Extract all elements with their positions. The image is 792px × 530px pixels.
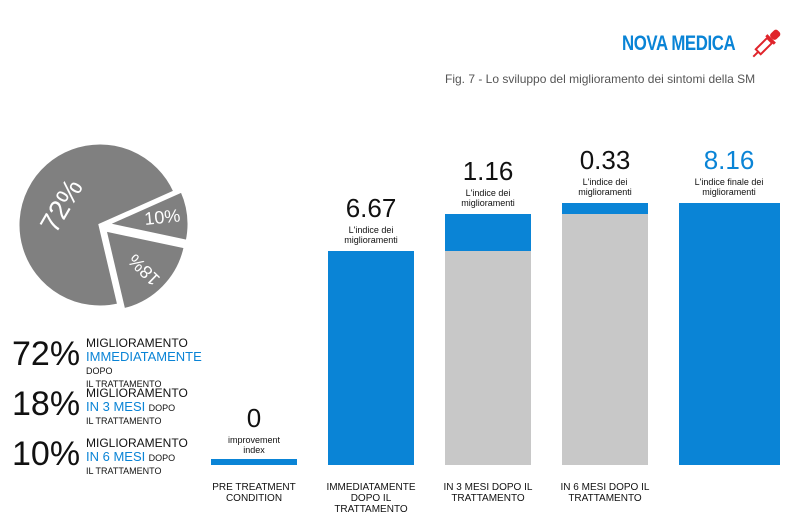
legend-suffix: DOPO: [86, 366, 113, 376]
pie-slice: [103, 227, 187, 312]
legend-line: IN 3 MESI DOPO: [86, 400, 226, 415]
bar: [211, 459, 297, 465]
category-label: IN 6 MESI DOPO IL TRATTAMENTO: [560, 482, 650, 504]
annotation: L'indice dei miglioramenti: [344, 224, 398, 245]
pie-chart: 72%18%10%: [16, 141, 191, 312]
value-label: 8.16: [703, 145, 755, 175]
annotation: L'indice dei miglioramenti: [461, 187, 515, 208]
legend-line: IN 6 MESI DOPO: [86, 450, 226, 465]
legend-value: 72%: [12, 335, 81, 373]
category-label: IMMEDIATAMENTE DOPO IL TRATTAMENTO: [326, 482, 416, 515]
slice-label: 10%: [143, 205, 181, 229]
annotation: L'indice finale dei miglioramenti: [694, 177, 764, 197]
value-label: 1.16: [462, 155, 514, 186]
legend-line: IMMEDIATAMENTE DOPO: [86, 350, 226, 378]
legend-highlight: IMMEDIATAMENTE: [86, 349, 202, 364]
base-bar: [562, 213, 648, 465]
logo: NOVA MEDICA: [622, 32, 736, 55]
logo-icon: [752, 29, 781, 58]
legend-note: IL TRATTAMENTO: [86, 466, 162, 476]
legend-title: MIGLIORAMENTO: [86, 436, 188, 450]
category-label: PRE TREATMENT CONDITION: [212, 482, 296, 504]
value-label: 6.67: [345, 192, 397, 223]
base-bar: [445, 250, 531, 465]
bar: [562, 203, 648, 214]
legend-text: MIGLIORAMENTO IN 3 MESI DOPO IL TRATTAMENT…: [86, 387, 226, 428]
category-label: IN 3 MESI DOPO IL TRATTAMENTO: [443, 482, 533, 504]
legend-note: IL TRATTAMENTO: [86, 416, 162, 426]
legend-text: MIGLIORAMENTO IN 6 MESI DOPO IL TRATTAMENT…: [86, 437, 226, 478]
legend-highlight: IN 3 MESI: [86, 399, 146, 414]
pie-slice: [16, 141, 177, 309]
bar: [445, 213, 531, 251]
legend-note: IL TRATTAMENTO: [86, 379, 162, 389]
legend-highlight: IN 6 MESI: [86, 449, 146, 464]
value-label: 0: [246, 403, 262, 433]
annotation: improvement index: [227, 435, 281, 455]
legend-title: MIGLIORAMENTO: [86, 386, 188, 400]
annotation: L'indice dei miglioramenti: [578, 177, 632, 197]
legend-suffix: DOPO: [148, 403, 176, 413]
caption: Fig. 7 - Lo sviluppo del miglioramento d…: [445, 72, 756, 86]
legend-suffix: DOPO: [148, 453, 176, 463]
bar: [679, 203, 780, 465]
legend-value: 10%: [12, 435, 81, 473]
bar: [328, 250, 414, 465]
legend-title: MIGLIORAMENTO: [86, 336, 188, 350]
legend-value: 18%: [12, 385, 81, 423]
value-label: 0.33: [579, 145, 631, 175]
legend-text: MIGLIORAMENTO IMMEDIATAMENTE DOPO IL TRATT…: [86, 337, 226, 391]
pie-slice: [102, 188, 191, 244]
